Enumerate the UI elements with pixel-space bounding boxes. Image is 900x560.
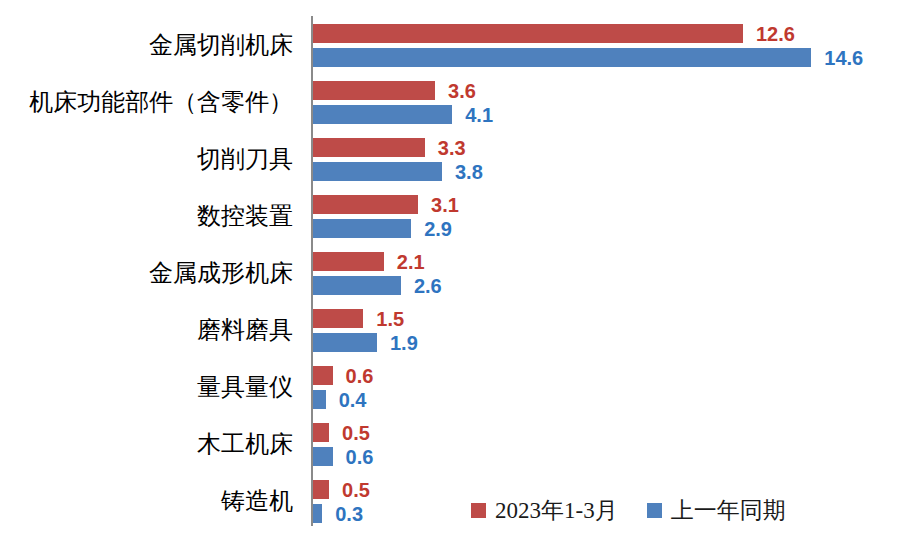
value-label: 3.1 [431,195,459,215]
bar-line: 2.9 [312,219,452,238]
chart-row: 金属成形机床2.12.6 [0,244,900,301]
bar-prior-year [312,162,442,181]
bar-line: 0.4 [312,390,366,409]
bar-prior-year [312,105,452,124]
bar-2023-period [312,195,418,214]
bar-line: 3.3 [312,138,466,157]
chart-row: 磨料磨具1.51.9 [0,301,900,358]
value-label: 1.5 [376,309,404,329]
category-label: 切削刀具 [0,130,312,187]
bar-line: 0.5 [312,480,370,499]
legend-swatch-2023-period [471,503,486,518]
bar-line: 3.8 [312,162,483,181]
plot-area: 1.51.9 [312,301,900,358]
category-label: 铸造机 [0,472,312,529]
bar-2023-period [312,24,743,43]
category-label: 金属切削机床 [0,16,312,73]
value-label: 3.3 [438,138,466,158]
value-label: 0.5 [342,480,370,500]
value-label: 0.6 [346,447,374,467]
bar-prior-year [312,447,333,466]
bar-2023-period [312,252,384,271]
bar-line: 0.3 [312,504,363,523]
plot-area: 3.12.9 [312,187,900,244]
bar-line: 0.6 [312,447,373,466]
value-label: 2.6 [414,276,442,296]
bar-line: 12.6 [312,24,795,43]
category-axis-line [311,16,313,526]
bar-line: 3.6 [312,81,476,100]
bar-line: 4.1 [312,105,493,124]
value-label: 1.9 [390,333,418,353]
plot-area: 3.64.1 [312,73,900,130]
value-label: 14.6 [824,48,863,68]
bar-prior-year [312,48,811,67]
chart-rows: 金属切削机床12.614.6机床功能部件（含零件）3.64.1切削刀具3.33.… [0,16,900,529]
chart-row: 金属切削机床 12.6 14.6 [0,16,900,73]
value-label: 2.9 [424,219,452,239]
bar-prior-year [312,276,401,295]
chart-row: 数控装置3.12.9 [0,187,900,244]
value-label: 0.5 [342,423,370,443]
value-label: 4.1 [465,105,493,125]
chart-row: 量具量仪0.60.4 [0,358,900,415]
value-label: 2.1 [397,252,425,272]
bar-line: 1.5 [312,309,404,328]
category-label: 木工机床 [0,415,312,472]
plot-area: 2.12.6 [312,244,900,301]
bar-chart: 金属切削机床12.614.6机床功能部件（含零件）3.64.1切削刀具3.33.… [0,0,900,560]
category-label: 金属成形机床 [0,244,312,301]
category-label: 量具量仪 [0,358,312,415]
plot-area: 0.50.6 [312,415,900,472]
category-label: 机床功能部件（含零件） [0,73,312,130]
bar-prior-year [312,219,411,238]
bar-line: 3.1 [312,195,459,214]
bar-prior-year [312,333,377,352]
legend-swatch-prior-year [647,503,662,518]
bar-2023-period [312,480,329,499]
value-label: 0.4 [339,390,367,410]
bar-prior-year [312,390,326,409]
legend-label-2023-period: 2023年1-3月 [495,499,618,522]
bar-line: 14.6 [312,48,863,67]
plot-area: 0.60.4 [312,358,900,415]
bar-2023-period [312,309,363,328]
bar-line: 2.6 [312,276,442,295]
bar-line: 0.5 [312,423,370,442]
chart-row: 木工机床0.50.6 [0,415,900,472]
value-label: 0.3 [335,504,363,524]
value-label: 12.6 [756,24,795,44]
bar-2023-period [312,138,425,157]
plot-area: 3.33.8 [312,130,900,187]
bar-2023-period [312,423,329,442]
value-label: 0.6 [346,366,374,386]
chart-legend: 2023年1-3月 上一年同期 [471,496,786,524]
chart-row: 机床功能部件（含零件）3.64.1 [0,73,900,130]
bar-2023-period [312,366,333,385]
bar-prior-year [312,504,322,523]
bar-line: 2.1 [312,252,425,271]
legend-label-prior-year: 上一年同期 [671,499,786,522]
value-label: 3.6 [448,81,476,101]
bar-line: 0.6 [312,366,373,385]
value-label: 3.8 [455,162,483,182]
bar-2023-period [312,81,435,100]
category-label: 磨料磨具 [0,301,312,358]
plot-area: 12.6 14.6 [312,16,900,73]
bar-line: 1.9 [312,333,418,352]
chart-row: 切削刀具3.33.8 [0,130,900,187]
category-label: 数控装置 [0,187,312,244]
